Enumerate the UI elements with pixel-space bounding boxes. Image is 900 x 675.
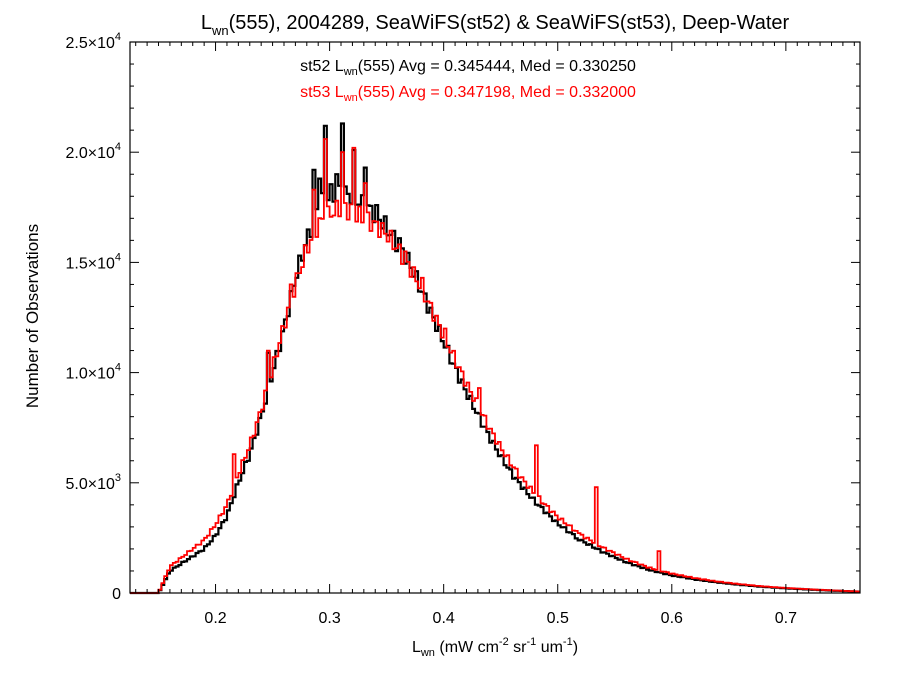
y-tick-label: 1.0×104: [65, 362, 121, 383]
series-line-st52: [130, 122, 860, 595]
x-tick-label: 0.4: [433, 610, 455, 627]
y-tick-label: 5.0×103: [65, 472, 121, 493]
chart-title: Lwn(555), 2004289, SeaWiFS(st52) & SeaWi…: [201, 12, 790, 38]
x-tick-label: 0.5: [547, 610, 569, 627]
y-tick-label: 2.5×104: [65, 31, 121, 52]
x-tick-label: 0.2: [204, 610, 226, 627]
y-axis: 0 5.0×103 1.0×104 1.5×104 2.0×104 2.5×104: [65, 31, 860, 603]
annotation-st52: st52 Lwn(555) Avg = 0.345444, Med = 0.33…: [300, 58, 636, 78]
plot-frame: [129, 41, 861, 594]
x-tick-label: 0.6: [661, 610, 683, 627]
series-layer: [130, 122, 860, 595]
annotation-st53: st53 Lwn(555) Avg = 0.347198, Med = 0.33…: [300, 84, 636, 104]
x-tick-label: 0.3: [318, 610, 340, 627]
y-tick-label: 0: [112, 586, 121, 603]
y-tick-label: 2.0×104: [65, 141, 121, 162]
x-axis: 0.2 0.3 0.4 0.5 0.6 0.7: [135, 42, 855, 627]
x-axis-label: Lwn (mW cm-2 sr-1 um-1): [412, 636, 578, 659]
y-axis-label: Number of Observations: [23, 224, 42, 408]
series-line-st53: [130, 138, 860, 594]
y-tick-label: 1.5×104: [65, 251, 121, 272]
x-tick-label: 0.7: [775, 610, 797, 627]
